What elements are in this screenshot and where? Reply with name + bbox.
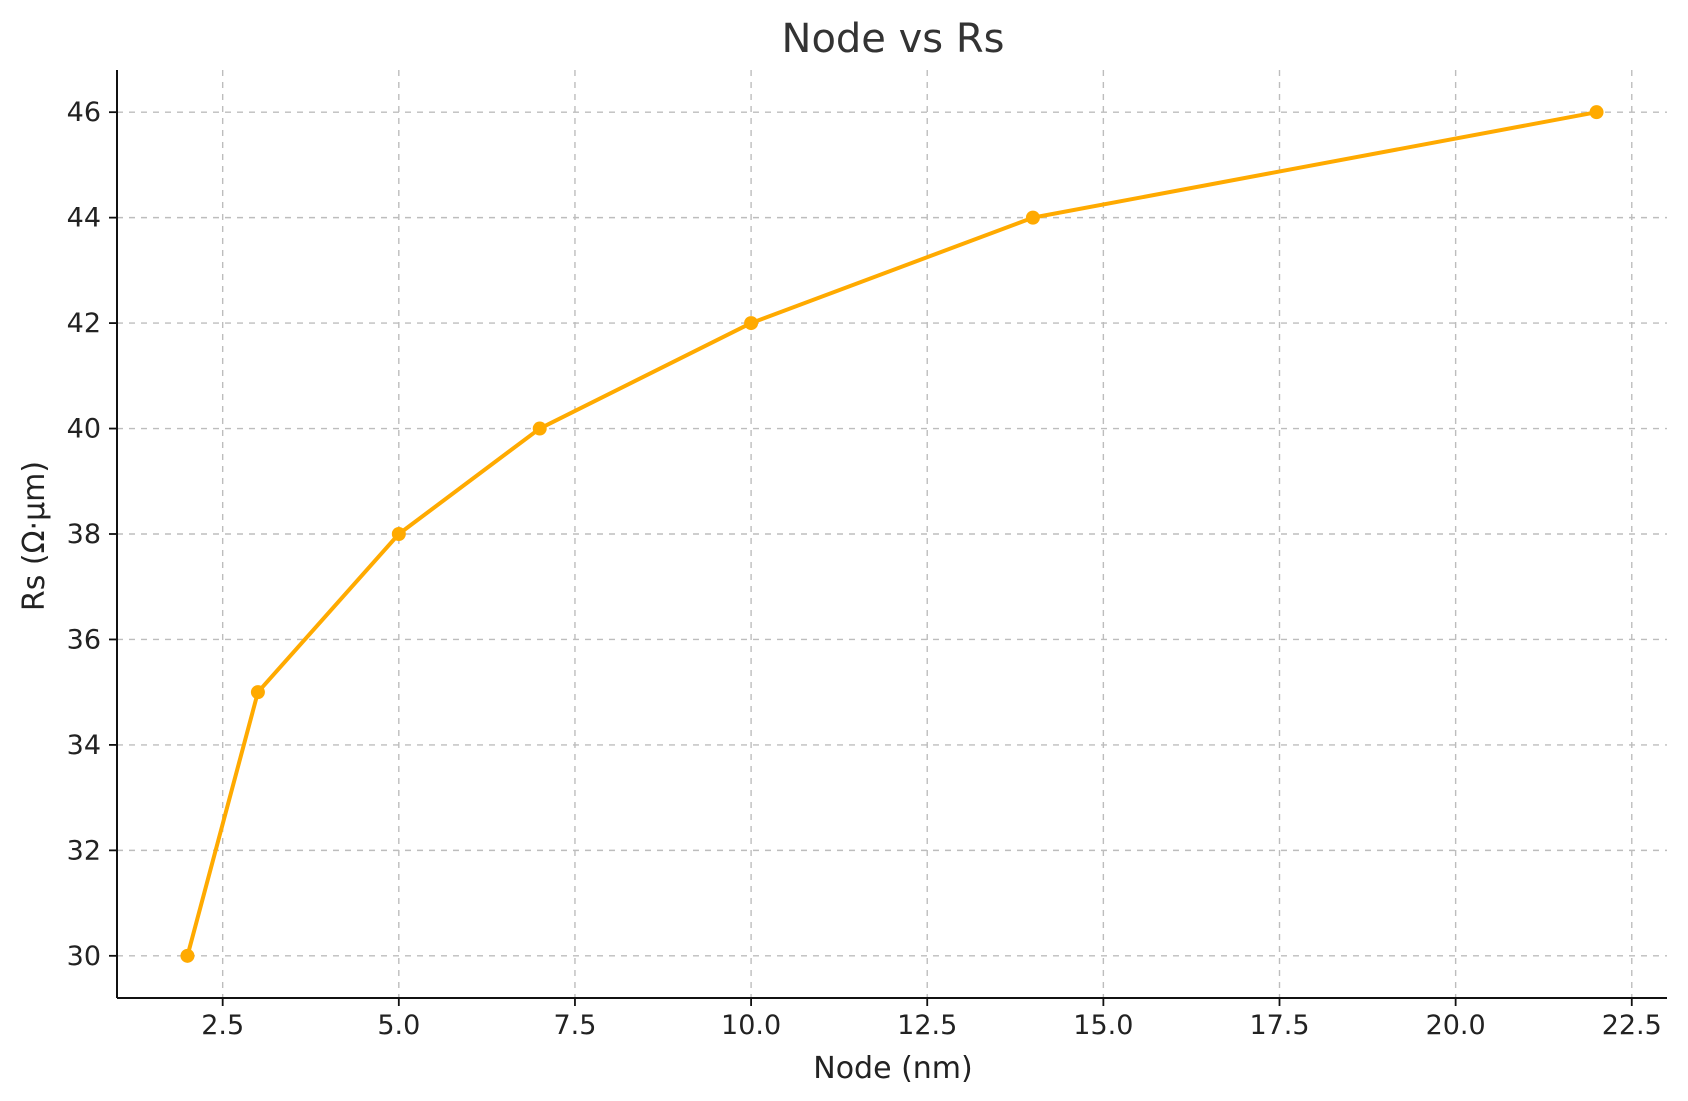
- x-tick-label: 20.0: [1426, 1010, 1486, 1041]
- y-tick-label: 42: [67, 308, 101, 339]
- y-tick-label: 38: [67, 519, 101, 550]
- x-axis-label: Node (nm): [813, 1051, 972, 1086]
- data-point: [1589, 105, 1604, 120]
- y-tick-label: 46: [67, 97, 101, 128]
- y-tick-label: 40: [67, 414, 101, 445]
- data-point: [250, 685, 265, 700]
- x-axis-ticks: 2.5 5.0 7.5 10.0 12.5 15.0 17.5 20.0 22.5: [201, 998, 1662, 1041]
- x-tick-label: 22.5: [1602, 1010, 1662, 1041]
- x-tick-label: 17.5: [1249, 1010, 1309, 1041]
- x-tick-label: 5.0: [377, 1010, 420, 1041]
- y-tick-label: 30: [67, 941, 101, 972]
- data-point: [1025, 210, 1040, 225]
- y-axis-ticks: 30 32 34 36 38 40 42 44 46: [67, 97, 117, 972]
- chart-title: Node vs Rs: [782, 16, 1005, 62]
- data-point: [180, 948, 195, 963]
- y-axis-label: Rs (Ω·µm): [17, 461, 52, 611]
- series: [180, 105, 1604, 963]
- x-tick-label: 7.5: [553, 1010, 596, 1041]
- x-tick-label: 15.0: [1073, 1010, 1133, 1041]
- data-point: [744, 316, 759, 331]
- y-tick-label: 36: [67, 624, 101, 655]
- y-tick-label: 34: [67, 730, 101, 761]
- x-tick-label: 12.5: [897, 1010, 957, 1041]
- x-tick-label: 10.0: [721, 1010, 781, 1041]
- data-point: [391, 527, 406, 541]
- y-tick-label: 32: [67, 835, 101, 866]
- data-point: [532, 421, 547, 436]
- grid-lines: [117, 70, 1667, 998]
- y-tick-label: 44: [67, 203, 101, 234]
- x-tick-label: 2.5: [201, 1010, 244, 1041]
